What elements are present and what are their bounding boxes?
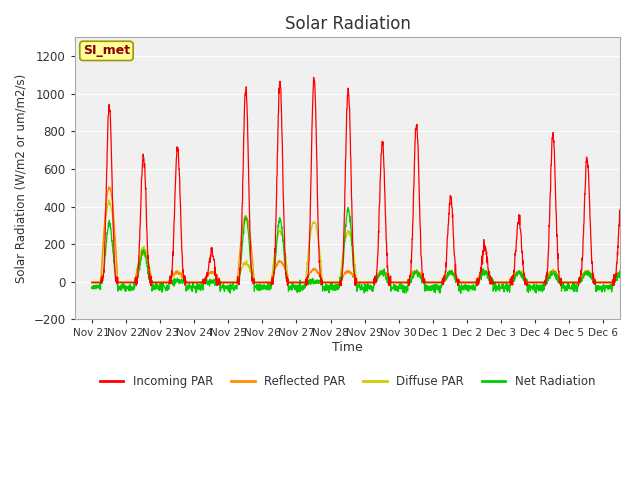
Legend: Incoming PAR, Reflected PAR, Diffuse PAR, Net Radiation: Incoming PAR, Reflected PAR, Diffuse PAR…: [95, 370, 600, 393]
Text: SI_met: SI_met: [83, 44, 130, 58]
X-axis label: Time: Time: [332, 341, 363, 354]
Y-axis label: Solar Radiation (W/m2 or um/m2/s): Solar Radiation (W/m2 or um/m2/s): [15, 74, 28, 283]
Title: Solar Radiation: Solar Radiation: [285, 15, 410, 33]
